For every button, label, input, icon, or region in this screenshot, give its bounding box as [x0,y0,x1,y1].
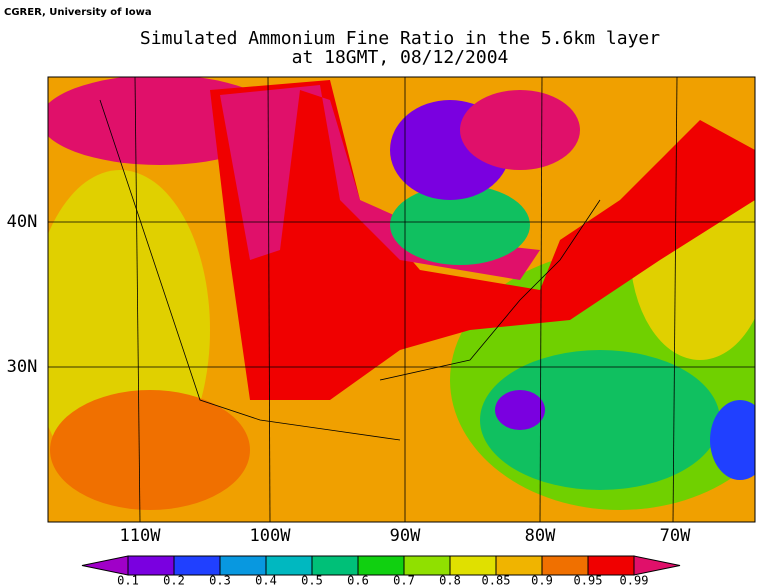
subtitle: at 18GMT, 08/12/2004 [292,47,509,68]
lon-label: 70W [660,526,691,546]
colorbar-label: 0.1 [117,574,139,587]
lon-label: 110W [120,526,162,546]
colorbar-swatch [173,555,221,576]
colorbar-label: 0.6 [347,574,369,587]
map-field [48,77,755,522]
colorbar-swatch [541,555,589,576]
lon-label: 100W [250,526,292,546]
colorbar-swatch [357,555,405,576]
colorbar-label: 0.85 [482,574,511,587]
colorbar-label: 0.9 [531,574,553,587]
lon-label: 90W [390,526,421,546]
colorbar-swatch [265,555,313,576]
colorbar-end [81,555,129,576]
colorbar-label: 0.8 [439,574,461,587]
colorbar-label: 0.7 [393,574,415,587]
colorbar-swatch [219,555,267,576]
colorbar-label: 0.3 [209,574,231,587]
colorbar-label: 0.5 [301,574,323,587]
colorbar-swatch [495,555,543,576]
lat-label: 30N [7,357,38,377]
lat-label: 40N [7,212,38,232]
credit: CGRER, University of Iowa [4,7,152,18]
colorbar-swatch [403,555,451,576]
lon-label: 80W [525,526,556,546]
map-frame [47,76,756,523]
title: Simulated Ammonium Fine Ratio in the 5.6… [140,28,660,49]
colorbar-swatch [311,555,359,576]
colorbar-label: 0.95 [574,574,603,587]
colorbar-label: 0.4 [255,574,277,587]
colorbar: 0.1 0.2 0.3 0.4 0.5 0.6 0.7 0.8 0.85 0.9 0.95 0.99 [81,555,681,587]
colorbar-swatch [587,555,635,576]
colorbar-swatch [449,555,497,576]
colorbar-label: 0.2 [163,574,185,587]
colorbar-label: 0.99 [620,574,649,587]
colorbar-end [633,555,681,576]
colorbar-swatch [127,555,175,576]
